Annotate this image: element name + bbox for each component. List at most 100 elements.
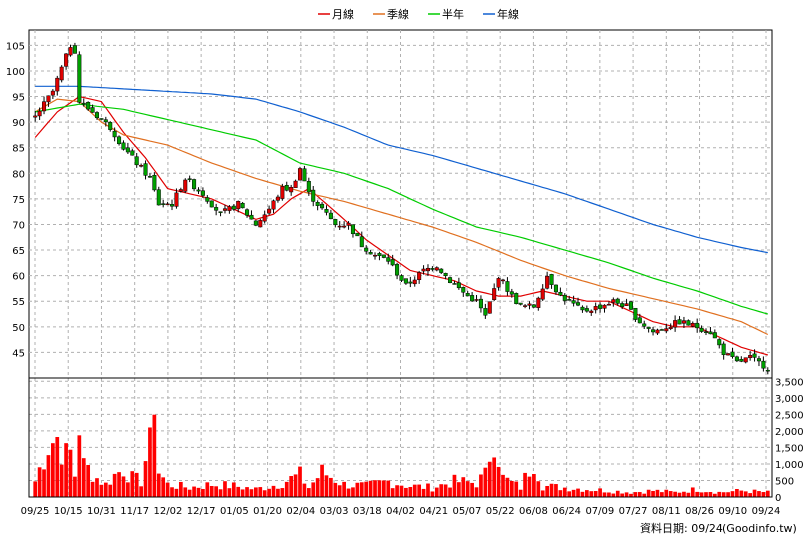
candle-body [227,206,232,211]
watermark: (Goodinfo.tw) [722,522,797,535]
price-tick: 95 [12,93,25,104]
volume-plot-frame [28,377,773,498]
candle-body [703,331,709,333]
candle-body [297,168,303,181]
candle-body [487,301,492,314]
candle-body [350,224,355,235]
candle-body [156,189,161,206]
candle-body [730,351,735,357]
volume-bar [130,471,135,497]
candle-body [293,180,298,188]
candle-body [708,331,713,335]
candle-body [712,332,717,339]
candle-body [99,118,104,120]
volume-bar [262,490,267,497]
candle-body [192,179,197,190]
volume-bar [51,443,55,497]
candle-body [209,200,214,208]
volume-bar [523,472,527,497]
volume-bar [315,478,320,497]
volume-bar [227,488,232,497]
volume-bar [311,482,316,497]
volume-bar [434,487,439,497]
volume-bar [426,483,430,497]
candle-body [576,302,581,306]
candle-body [390,259,395,266]
volume-bar [386,480,391,497]
candle-body [721,343,726,356]
candle-body [452,283,457,285]
date-tick: 10/31 [87,506,116,517]
candle-body [620,303,625,307]
volume-bar [351,487,355,497]
candle-body [624,303,629,306]
volume-tick: 2,000 [775,427,804,438]
volume-bar [412,484,417,497]
candle-body [134,156,139,166]
candle-body [231,205,236,210]
candle-body [174,192,179,207]
volume-bar [90,481,95,497]
volume-bar [686,492,691,497]
volume-tick: 3,000 [775,394,804,405]
candle-body [280,186,285,199]
candle-body [196,189,201,192]
volume-bar [421,488,426,497]
price-tick: 60 [12,272,25,283]
volume-bar [765,490,770,497]
volume-bar [448,487,452,497]
candle-body [161,203,166,205]
ma-line [34,95,768,356]
candle-body [315,202,320,206]
date-tick: 03/03 [320,506,349,517]
candle-body [395,264,400,276]
candle-body [139,165,144,167]
candle-body [333,219,338,226]
candle-body [183,179,188,192]
volume-bar [479,474,483,497]
volume-bar [289,476,294,497]
volume-bar [730,491,735,497]
volume-bar [346,488,351,497]
volume-bar [708,492,713,497]
volume-bar [549,483,554,497]
date-axis-labels: 09/25 10/15 10/31 11/17 12/02 12/17 01/05 01/20… [21,506,781,517]
candle-body [439,268,444,273]
volume-bar [77,435,82,497]
candle-body [492,288,497,300]
volume-bar [355,482,360,497]
volume-tick: 2,500 [775,410,804,421]
volume-bar [306,488,311,497]
volume-bar [165,482,170,497]
volume-bar [276,488,280,497]
candle-body [94,112,100,119]
candle-body [214,207,219,211]
volume-bar [554,484,558,497]
candle-body [77,54,82,103]
volume-bar [249,489,254,497]
candle-body [364,247,369,252]
volume-bar [333,482,338,497]
date-tick: 05/07 [453,506,482,517]
volume-bar [395,485,399,497]
volume-bar [593,491,598,497]
candle-body [253,220,258,226]
volume-bar [739,490,744,497]
volume-bar [390,488,395,497]
candle-body [205,197,210,202]
volume-bar [620,493,625,497]
date-tick: 02/04 [286,506,315,517]
volume-bar [170,487,174,497]
ma-line [35,85,768,254]
volume-bar [576,488,580,497]
legend-item-1: 季線 [387,7,409,21]
volume-bar [465,481,470,497]
candle-body [284,185,289,191]
volume-bar [337,485,342,497]
volume-bar [690,487,695,497]
volume-bar [651,490,655,497]
candle-body [399,275,404,281]
price-tick: 90 [12,118,25,129]
volume-bar [602,492,607,497]
candle-body [562,294,567,301]
